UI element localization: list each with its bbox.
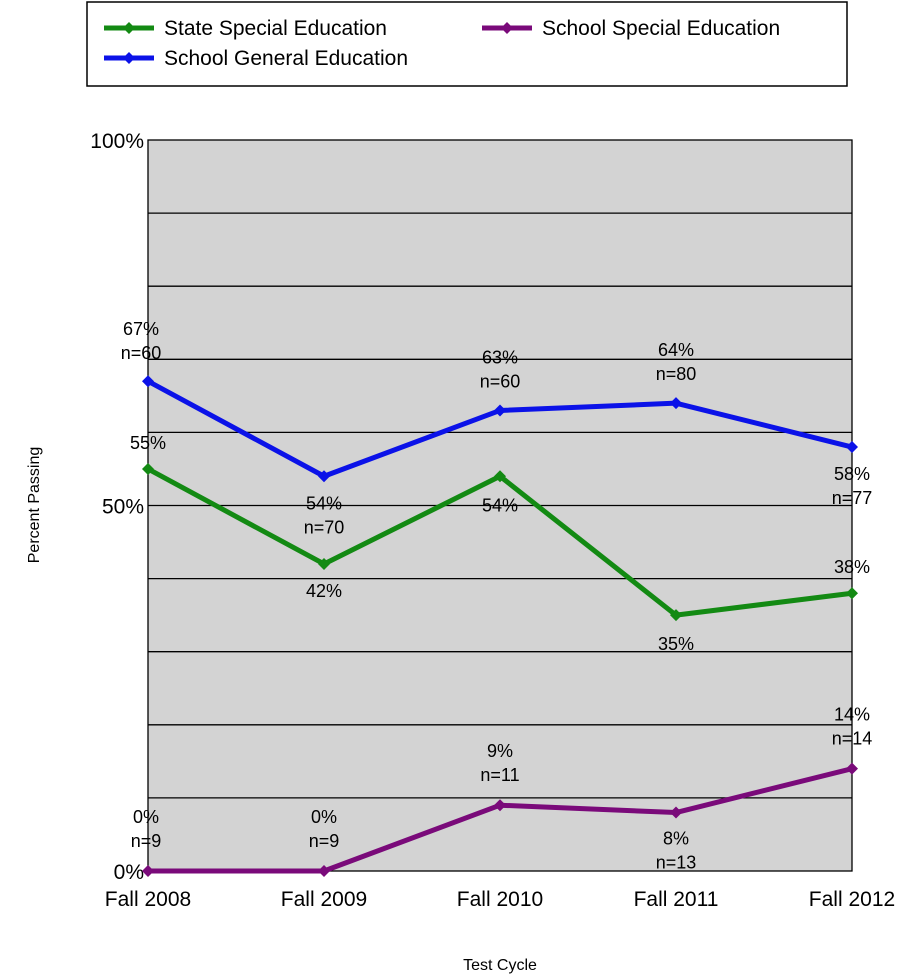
legend: State Special Education School Special Ed…: [86, 1, 848, 87]
data-label: n=9: [131, 831, 162, 851]
data-label: n=13: [656, 853, 697, 873]
data-label: 35%: [658, 634, 694, 654]
data-label: 0%: [311, 807, 337, 827]
data-label: 63%: [482, 347, 518, 367]
data-point: [318, 557, 330, 570]
legend-marker: [123, 22, 135, 34]
x-tick-label: Fall 2008: [105, 888, 191, 911]
data-label: n=77: [832, 488, 873, 508]
data-label: 14%: [834, 705, 870, 725]
data-label: n=60: [121, 343, 162, 363]
data-label: 8%: [663, 829, 689, 849]
data-label: 55%: [130, 433, 166, 453]
x-tick-label: Fall 2010: [457, 888, 543, 911]
data-point: [670, 397, 682, 410]
data-point: [142, 375, 154, 388]
x-tick-label: Fall 2011: [634, 888, 719, 911]
data-point: [494, 404, 506, 417]
legend-label: School General Education: [164, 47, 408, 70]
data-point: [318, 470, 330, 483]
data-point: [494, 470, 506, 483]
data-label: 9%: [487, 741, 513, 761]
data-point: [670, 609, 682, 622]
data-point: [494, 799, 506, 812]
data-point: [142, 462, 154, 475]
data-label: 67%: [123, 319, 159, 339]
data-label: n=60: [480, 371, 521, 391]
plot-border: [147, 139, 853, 872]
y-tick-label: 100%: [90, 130, 144, 153]
data-label: n=9: [309, 831, 340, 851]
data-point: [846, 587, 858, 600]
data-label: 38%: [834, 557, 870, 577]
data-label: n=80: [656, 364, 697, 384]
data-point: [846, 441, 858, 454]
x-axis-title: Test Cycle: [463, 957, 537, 974]
data-point: [846, 762, 858, 775]
legend-label: State Special Education: [164, 17, 387, 40]
data-label: 64%: [658, 340, 694, 360]
data-point: [318, 865, 330, 877]
x-tick-label: Fall 2009: [281, 888, 367, 911]
data-label: n=70: [304, 517, 345, 537]
plot-area: 0% 50% 100% Fall 2008 Fall 2009 Fall 2010 Fall…: [90, 130, 895, 911]
data-label: n=11: [480, 765, 519, 785]
data-label: 42%: [306, 581, 342, 601]
y-tick-label: 50%: [102, 496, 144, 519]
legend-marker: [501, 22, 513, 34]
data-label: 0%: [133, 807, 159, 827]
legend-label: School Special Education: [542, 17, 780, 40]
legend-marker: [123, 52, 135, 64]
data-point: [670, 806, 682, 819]
data-label: n=14: [832, 729, 873, 749]
x-tick-label: Fall 2012: [809, 888, 895, 911]
data-label: 54%: [482, 495, 518, 515]
legend-box: [86, 1, 848, 87]
y-tick-label: 0%: [114, 861, 144, 884]
data-point: [142, 865, 154, 877]
y-axis-title: Percent Passing: [26, 447, 43, 564]
data-label: 58%: [834, 464, 870, 484]
data-label: 54%: [306, 493, 342, 513]
